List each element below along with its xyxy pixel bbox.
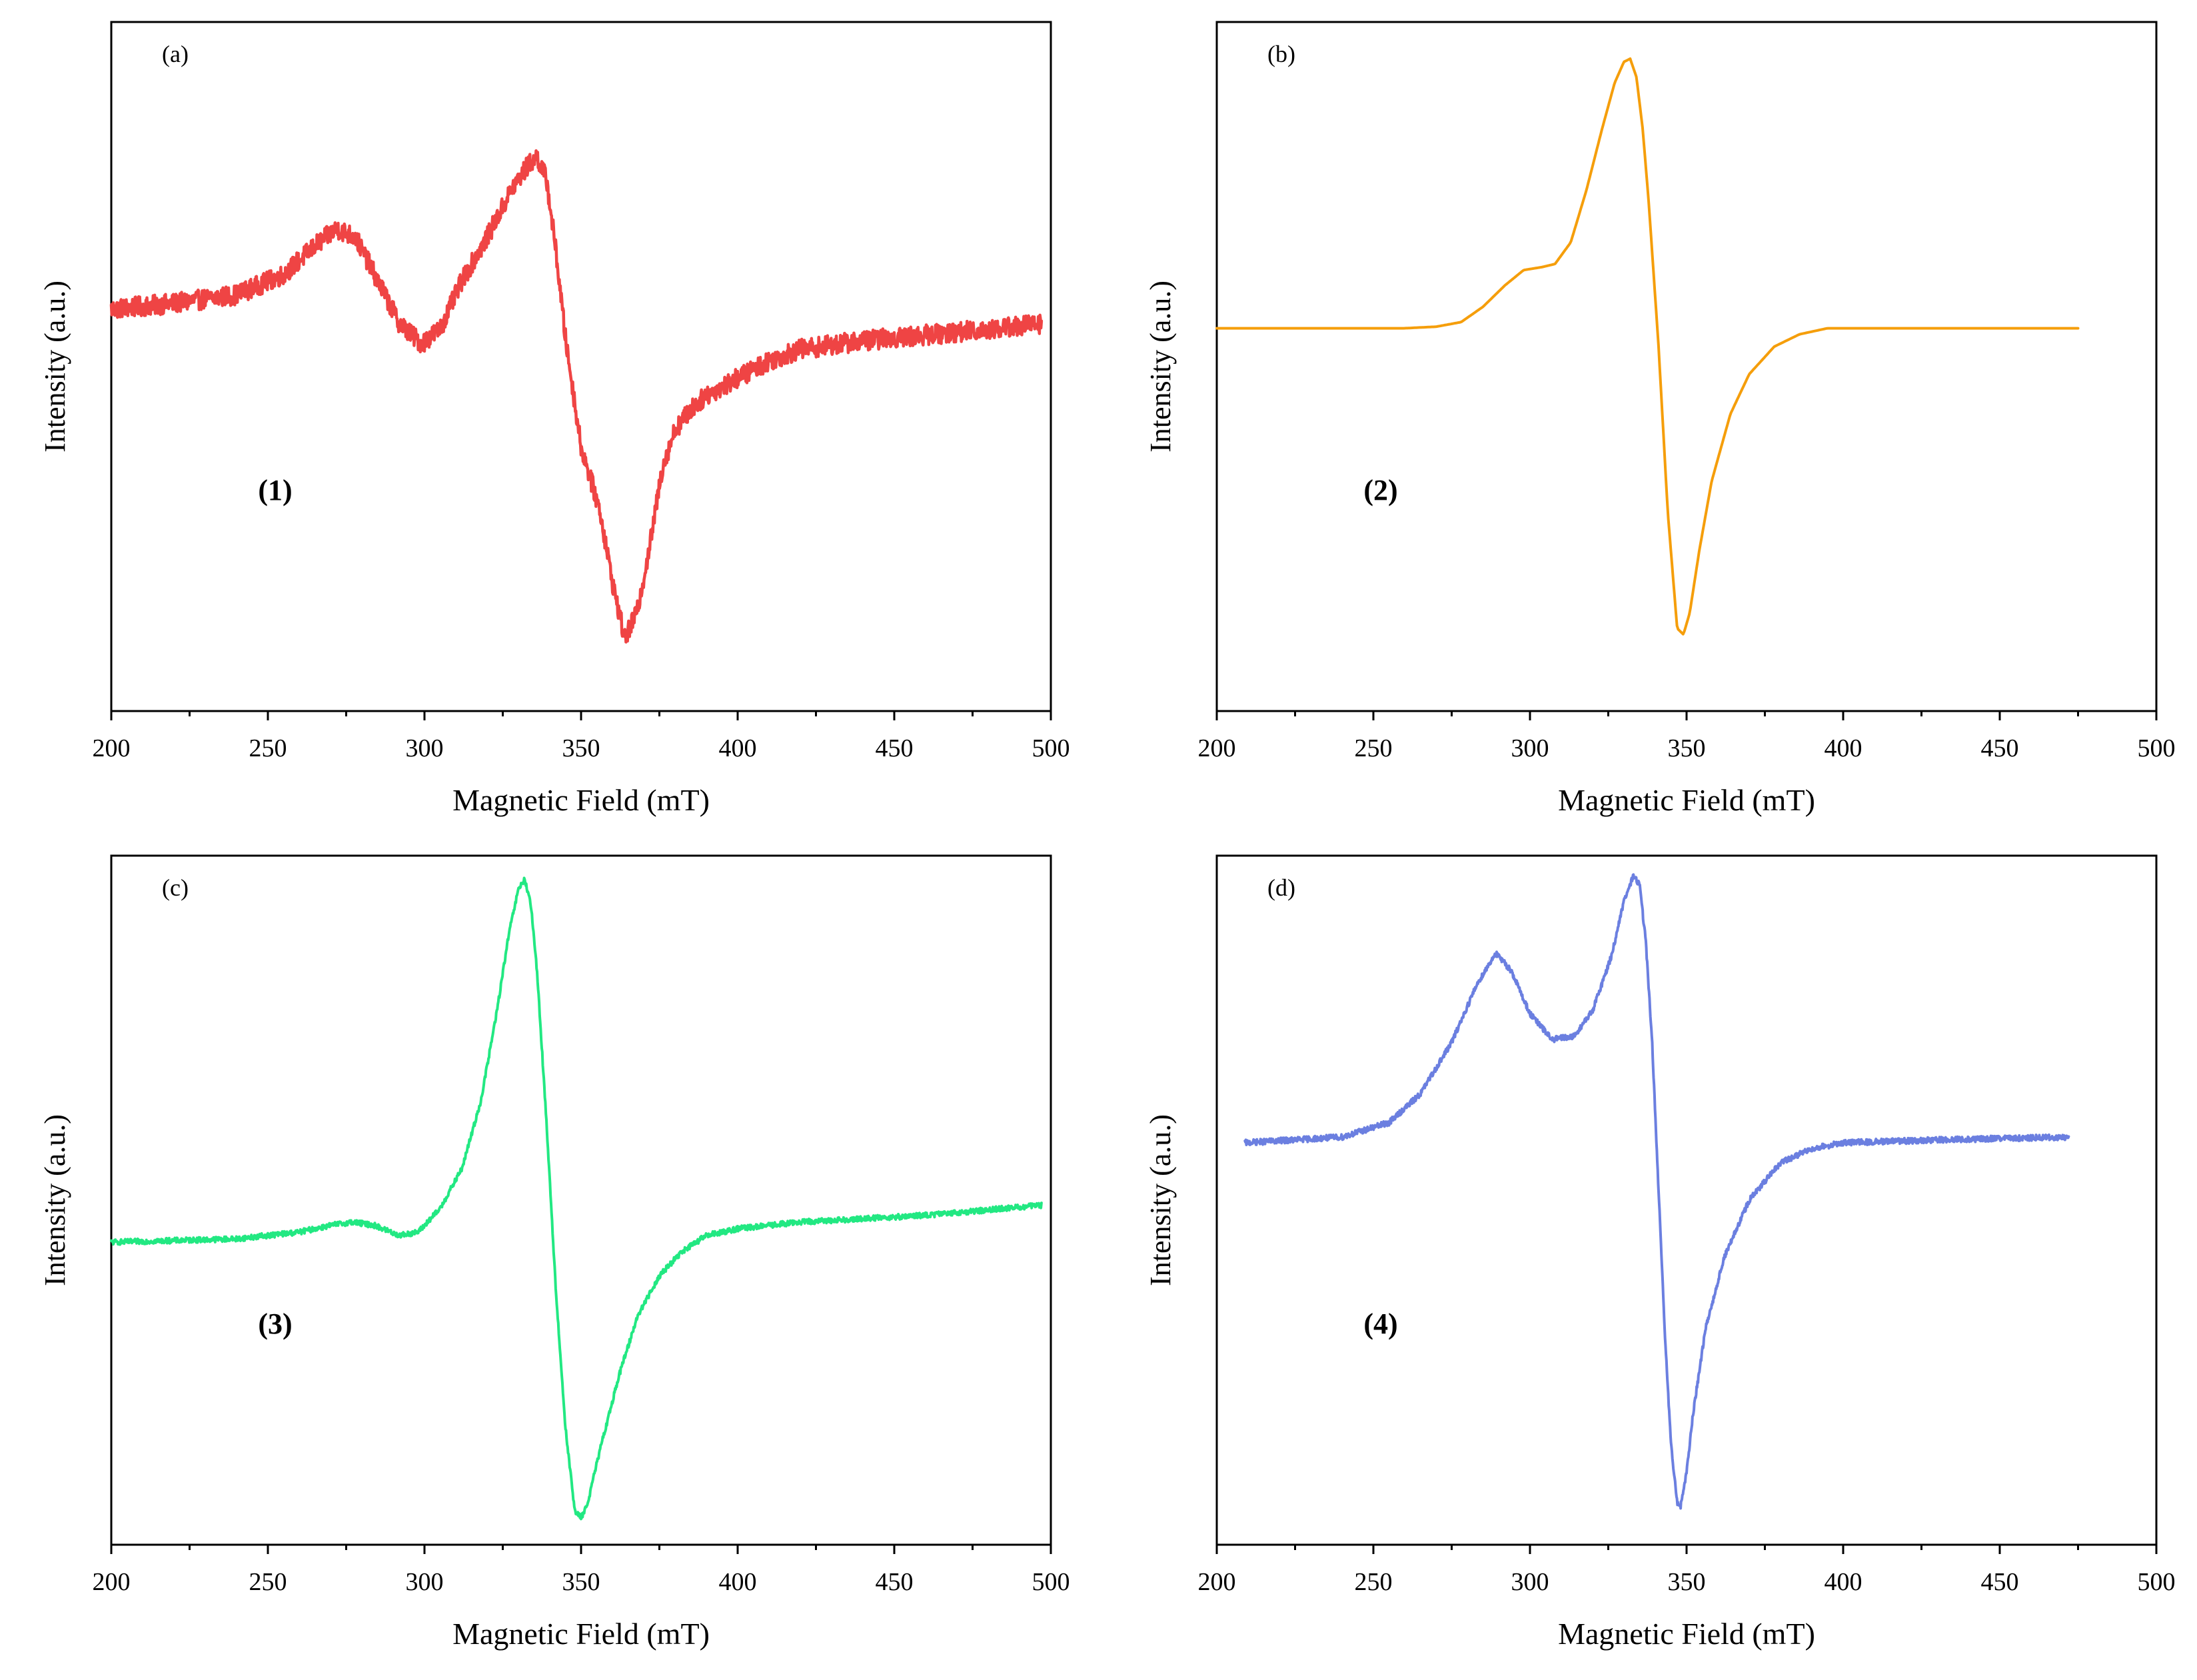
x-tick-label: 500 [2138, 734, 2176, 762]
x-tick-label: 250 [1355, 734, 1393, 762]
tick-marks [1215, 711, 2158, 720]
x-tick-label: 300 [406, 1568, 444, 1596]
x-tick-label: 300 [406, 734, 444, 762]
y-axis-label: Intensity (a.u.) [39, 281, 71, 452]
curve-layer [1215, 57, 2080, 636]
x-axis-label: Magnetic Field (mT) [1558, 1617, 1815, 1651]
spectrum-line [109, 149, 1044, 644]
tick-marks [110, 711, 1052, 720]
x-tick-label: 500 [2138, 1568, 2176, 1596]
panel-c: (c) (3) 200 250 300 350 400 450 500 Magn… [39, 854, 1070, 1651]
y-axis-label: Intensity (a.u.) [39, 1114, 71, 1286]
x-tick-label: 250 [249, 1568, 287, 1596]
x-axis-label: Magnetic Field (mT) [452, 783, 710, 817]
series-label: (1) [258, 474, 292, 506]
x-tick-label: 500 [1032, 1568, 1070, 1596]
x-axis-label: Magnetic Field (mT) [1558, 783, 1815, 817]
x-tick-label: 200 [93, 1568, 131, 1596]
y-axis-label: Intensity (a.u.) [1144, 281, 1177, 452]
x-tick-label: 400 [1825, 734, 1862, 762]
spectrum-line [110, 876, 1043, 1521]
x-tick-label: 300 [1511, 1568, 1549, 1596]
panel-label: (b) [1267, 41, 1295, 67]
series-label: (4) [1363, 1307, 1397, 1340]
x-tick-label: 400 [719, 1568, 757, 1596]
curve-layer [1243, 873, 2070, 1510]
panel-a: (a) (1) 200 250 300 350 400 450 500 Magn… [39, 21, 1070, 817]
y-axis-label: Intensity (a.u.) [1144, 1114, 1177, 1286]
x-tick-label: 400 [1825, 1568, 1862, 1596]
x-tick-label: 200 [93, 734, 131, 762]
x-tick-label: 300 [1511, 734, 1549, 762]
x-tick-label: 400 [719, 734, 757, 762]
x-tick-label: 250 [1355, 1568, 1393, 1596]
panel-label: (a) [162, 41, 189, 67]
x-tick-label: 250 [249, 734, 287, 762]
panel-b: (b) (2) 200 250 300 350 400 450 500 Magn… [1144, 21, 2176, 817]
tick-marks [110, 1545, 1052, 1554]
series-label: (3) [258, 1307, 292, 1340]
x-axis-label: Magnetic Field (mT) [452, 1617, 710, 1651]
x-tick-label: 450 [876, 734, 914, 762]
x-tick-label: 450 [1981, 1568, 2019, 1596]
x-tick-label: 350 [562, 1568, 600, 1596]
x-tick-label: 350 [1668, 1568, 1706, 1596]
x-tick-label: 450 [876, 1568, 914, 1596]
x-tick-label: 500 [1032, 734, 1070, 762]
x-tick-label: 350 [1668, 734, 1706, 762]
spectrum-line [1243, 873, 2070, 1510]
x-tick-label: 350 [562, 734, 600, 762]
panel-label: (c) [162, 874, 189, 901]
curve-layer [110, 876, 1043, 1521]
series-label: (2) [1363, 474, 1397, 506]
x-tick-label: 450 [1981, 734, 2019, 762]
tick-marks [1215, 1545, 2158, 1554]
x-tick-label: 200 [1198, 734, 1236, 762]
x-tick-label: 200 [1198, 1568, 1236, 1596]
spectrum-line [1215, 57, 2080, 636]
curve-layer [109, 149, 1044, 644]
panel-label: (d) [1267, 874, 1295, 901]
panel-d: (d) (4) 200 250 300 350 400 450 500 Magn… [1144, 854, 2176, 1651]
